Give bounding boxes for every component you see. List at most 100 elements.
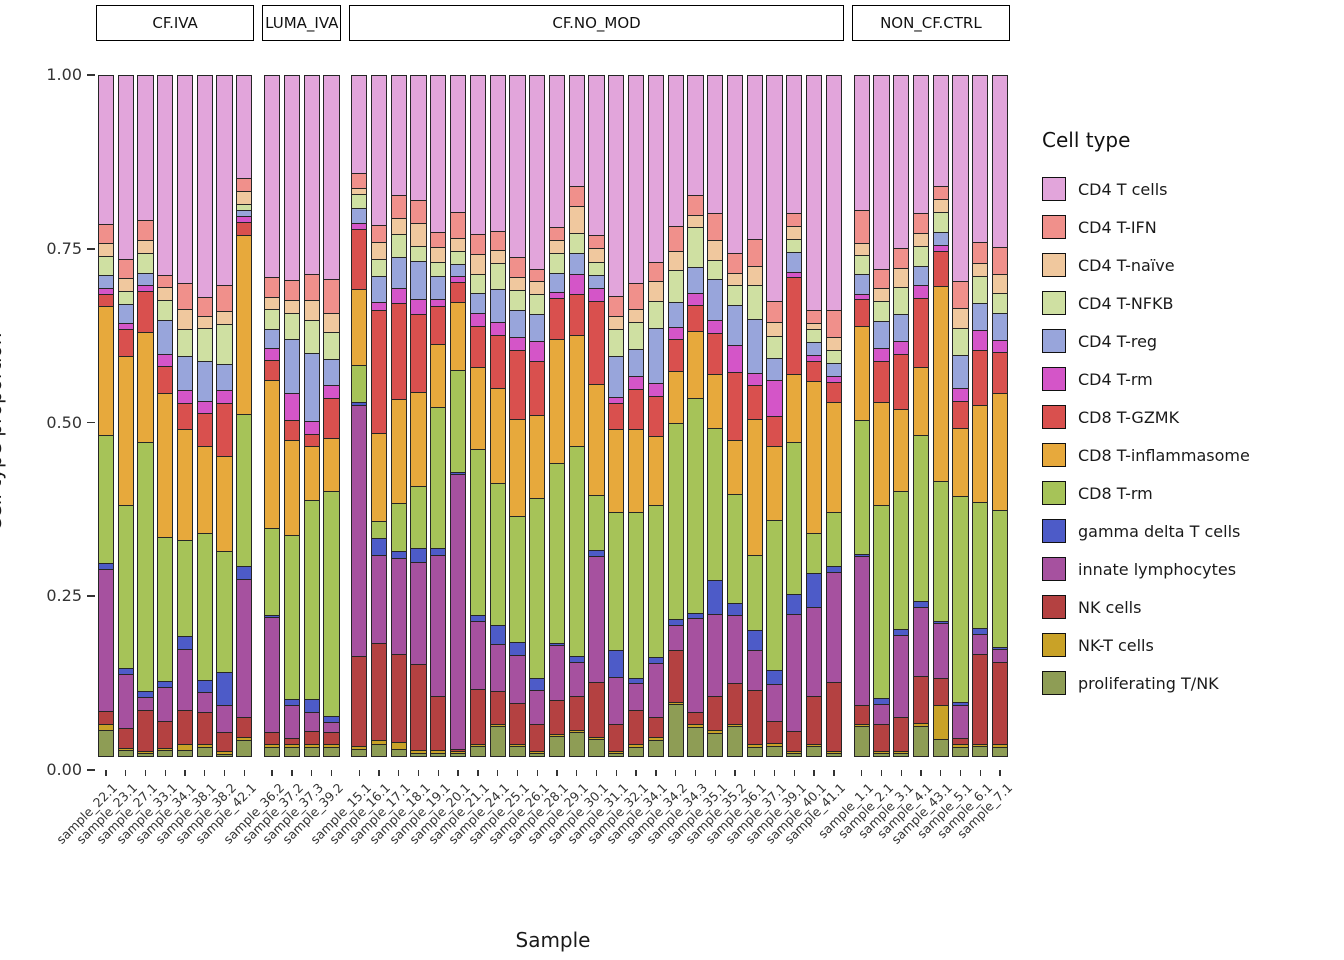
bar-segment [450, 301, 467, 371]
bar-segment [283, 439, 300, 536]
bar-segment [608, 649, 625, 678]
x-tick-mark [595, 770, 598, 776]
bar-segment [509, 349, 526, 420]
bar-segment [430, 231, 447, 248]
bar-segment [196, 445, 213, 534]
x-tick-mark [330, 770, 333, 776]
legend-label: innate lymphocytes [1078, 559, 1237, 579]
legend-item: CD8 T-inflammasome [1042, 436, 1250, 474]
stacked-bar [236, 75, 253, 770]
bar-segment [390, 748, 407, 757]
bar-segment [628, 683, 645, 712]
bar-segment [176, 402, 194, 431]
bar-segment [992, 293, 1009, 314]
bar-segment [283, 393, 300, 421]
legend: Cell type CD4 T cells CD4 T-IFN CD4 T-naïv… [1042, 128, 1250, 702]
bar-segment [323, 75, 340, 281]
legend-item: NK cells [1042, 588, 1250, 626]
stacked-bar [806, 75, 823, 770]
bar-segment [236, 414, 253, 568]
bar-segment [469, 313, 486, 328]
bar-segment [853, 704, 870, 725]
x-tick-mark [204, 770, 206, 776]
bar-segment [568, 75, 585, 188]
bar-segment [588, 235, 605, 250]
x-axis-title: Sample [515, 928, 591, 952]
bar-segment [687, 266, 704, 294]
bar-segment [687, 75, 704, 197]
x-tick-mark [714, 770, 716, 776]
bar-segment [176, 539, 194, 637]
bar-segment [932, 186, 949, 201]
bar-segment [726, 602, 744, 617]
bar-segment [952, 354, 969, 390]
bar-segment [430, 344, 447, 408]
bar-segment [806, 573, 823, 609]
bar-segment [97, 255, 114, 277]
bar-segment [568, 233, 585, 255]
bar-segment [176, 749, 194, 757]
bar-segment [548, 298, 566, 340]
bar-segment [853, 419, 870, 556]
legend-label: CD4 T-IFN [1078, 217, 1157, 237]
legend-item: CD4 T-rm [1042, 360, 1250, 398]
bar-segment [509, 746, 526, 757]
bar-segment [323, 746, 340, 757]
bar-segment [390, 218, 407, 235]
x-tick-mark [860, 770, 863, 776]
bar-segment [893, 490, 910, 630]
bar-segment [264, 277, 281, 298]
bar-segment [667, 624, 684, 652]
bar-segment [117, 329, 134, 357]
bar-segment [548, 239, 566, 254]
bar-segment [529, 497, 546, 679]
bar-segment [746, 746, 763, 757]
bar-segment [893, 75, 910, 249]
bar-segment [323, 358, 340, 386]
x-tick-mark [310, 770, 313, 776]
bar-segment [746, 630, 763, 651]
bar-segment [176, 648, 194, 712]
bar-segment [370, 75, 388, 227]
bar-segment [687, 305, 704, 333]
bar-segment [176, 429, 194, 541]
bar-segment [873, 268, 890, 290]
x-tick-mark [556, 770, 558, 776]
bar-segment [509, 289, 526, 311]
bar-segment [972, 329, 989, 351]
x-tick-mark [124, 770, 127, 776]
bar-segment [97, 75, 114, 225]
bar-segment [726, 252, 744, 274]
legend-swatch [1042, 329, 1066, 353]
bar-segment [97, 569, 114, 713]
x-tick-mark [378, 770, 380, 776]
bar-segment [647, 739, 664, 757]
bar-segment [588, 75, 605, 237]
bar-segment [529, 677, 546, 692]
x-tick-mark [920, 770, 922, 776]
legend-swatch [1042, 595, 1066, 619]
bar-segment [370, 521, 388, 540]
x-tick-mark [773, 770, 776, 776]
bar-segment [806, 746, 823, 757]
bar-segment [766, 520, 783, 672]
bar-segment [707, 259, 724, 281]
bar-segment [548, 338, 566, 465]
bar-segment [410, 562, 427, 666]
bar-segment [430, 75, 447, 233]
bar-segment [351, 404, 368, 657]
legend-label: CD4 T-reg [1078, 331, 1158, 351]
bar-segment [608, 355, 625, 398]
bar-segment [97, 223, 114, 245]
legend-item: CD4 T-naïve [1042, 246, 1250, 284]
bar-segment [137, 710, 154, 752]
bar-segment [176, 635, 194, 650]
bar-segment [912, 435, 930, 603]
bar-segment [746, 285, 763, 320]
bar-segment [548, 463, 566, 644]
legend-label: proliferating T/NK [1078, 673, 1219, 693]
bar-segment [667, 650, 684, 703]
bar-segment [568, 732, 585, 757]
x-tick-mark [144, 770, 147, 776]
bar-segment [992, 746, 1009, 757]
